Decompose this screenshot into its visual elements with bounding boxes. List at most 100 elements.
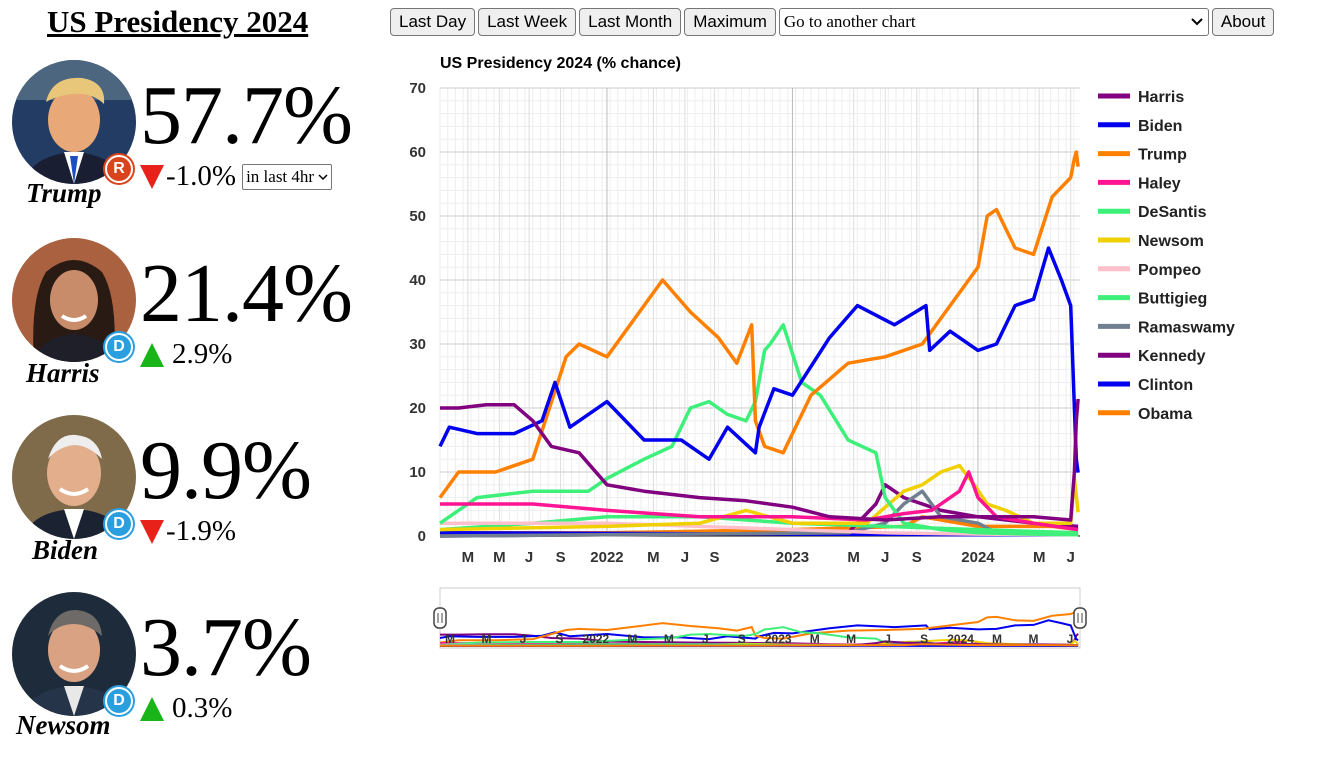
navigator-label: M: [481, 632, 491, 646]
candidate-card-newsom: D Newsom 3.7% 0.3%: [10, 592, 390, 767]
party-letter: D: [105, 510, 133, 538]
party-letter: D: [105, 333, 133, 361]
series-line-biden: [440, 248, 1078, 473]
arrow-down-icon: [140, 165, 164, 189]
period-select[interactable]: in last 4hr: [242, 164, 332, 190]
x-tick-label: J: [881, 549, 889, 566]
x-tick-label: S: [556, 549, 566, 566]
candidate-card-trump: R Trump 57.7% -1.0% in last 4hr: [10, 60, 390, 235]
legend-label-ramaswamy: Ramaswamy: [1138, 319, 1235, 336]
navigator-label: M: [810, 632, 820, 646]
candidate-name: Trump: [26, 178, 102, 209]
candidate-card-biden: D Biden 9.9% -1.9%: [10, 415, 390, 590]
x-tick-label: 2022: [590, 549, 623, 566]
chart-select[interactable]: Go to another chart: [779, 8, 1209, 36]
candidate-pct: 9.9%: [140, 429, 311, 513]
candidate-name: Newsom: [16, 710, 111, 741]
change-value: 2.9%: [172, 338, 232, 371]
period-value: in last 4hr: [246, 167, 314, 187]
navigator-label: J: [1067, 632, 1074, 646]
chevron-down-icon: [318, 173, 328, 181]
about-button[interactable]: About: [1212, 8, 1274, 36]
legend-label-pompeo: Pompeo: [1138, 262, 1201, 279]
chart-grid: [440, 88, 1080, 536]
change-value: -1.9%: [166, 515, 236, 548]
chart-title: US Presidency 2024 (% chance): [440, 55, 681, 72]
x-axis: M M J S 2022 M J S 2023 M J S 2024 M J: [440, 536, 1080, 566]
x-tick-label: J: [525, 549, 533, 566]
candidate-change: 0.3%: [140, 692, 232, 725]
y-tick-label: 30: [409, 336, 426, 353]
navigator-label: M: [627, 632, 637, 646]
x-tick-label: S: [710, 549, 720, 566]
last-week-button[interactable]: Last Week: [478, 8, 576, 36]
last-month-button[interactable]: Last Month: [579, 8, 681, 36]
change-value: -1.0%: [166, 160, 236, 193]
last-day-button[interactable]: Last Day: [390, 8, 475, 36]
chart-select-value: Go to another chart: [784, 12, 916, 32]
navigator-label: 2023: [765, 632, 792, 646]
party-badge: D: [104, 332, 134, 362]
y-tick-label: 60: [409, 144, 426, 161]
y-tick-label: 10: [409, 464, 426, 481]
party-letter: R: [105, 155, 133, 183]
y-tick-label: 0: [418, 528, 426, 545]
x-tick-label: M: [647, 549, 660, 566]
navigator-label: J: [702, 632, 709, 646]
navigator-label: 2024: [947, 632, 974, 646]
candidate-pct: 3.7%: [140, 606, 311, 690]
candidate-change: 2.9%: [140, 338, 232, 371]
x-tick-label: S: [912, 549, 922, 566]
party-badge: R: [104, 154, 134, 184]
x-tick-label: 2023: [776, 549, 809, 566]
x-tick-label: 2024: [961, 549, 995, 566]
change-value: 0.3%: [172, 692, 232, 725]
page-title: US Presidency 2024: [47, 4, 308, 40]
legend-label-harris: Harris: [1138, 89, 1184, 106]
legend-label-kennedy: Kennedy: [1138, 348, 1206, 365]
chart-legend: HarrisBidenTrumpHaleyDeSantisNewsomPompe…: [1098, 89, 1235, 423]
candidate-pct: 21.4%: [140, 252, 352, 336]
x-tick-label: M: [847, 549, 860, 566]
y-tick-label: 20: [409, 400, 426, 417]
legend-label-haley: Haley: [1138, 175, 1181, 192]
navigator-label: M: [1029, 632, 1039, 646]
x-tick-label: M: [1033, 549, 1046, 566]
navigator-handle-right[interactable]: [1074, 608, 1086, 628]
legend-label-clinton: Clinton: [1138, 377, 1193, 394]
navigator-label: S: [920, 632, 928, 646]
navigator-label: S: [555, 632, 563, 646]
x-tick-label: M: [493, 549, 506, 566]
navigator-handle-left[interactable]: [434, 608, 446, 628]
navigator-label: M: [992, 632, 1002, 646]
candidate-name: Biden: [32, 535, 98, 566]
series-line-trump: [440, 152, 1078, 498]
arrow-up-icon: [140, 697, 164, 721]
arrow-down-icon: [140, 520, 164, 544]
navigator-label: M: [846, 632, 856, 646]
x-tick-label: M: [462, 549, 475, 566]
legend-label-obama: Obama: [1138, 406, 1192, 423]
candidate-change: -1.0% in last 4hr: [140, 160, 332, 193]
presidency-chart[interactable]: US Presidency 2024 (% chance) 0102030405…: [400, 45, 1300, 665]
x-tick-label: J: [681, 549, 689, 566]
candidate-name: Harris: [26, 358, 100, 389]
navigator-label: 2022: [583, 632, 610, 646]
x-tick-label: J: [1067, 549, 1075, 566]
legend-label-trump: Trump: [1138, 147, 1187, 164]
candidate-card-harris: D Harris 21.4% 2.9%: [10, 238, 390, 413]
party-badge: D: [104, 509, 134, 539]
navigator-label: J: [884, 632, 891, 646]
navigator-label: M: [664, 632, 674, 646]
toolbar: Last Day Last Week Last Month Maximum Go…: [390, 8, 1274, 36]
arrow-up-icon: [140, 343, 164, 367]
navigator-label: S: [738, 632, 746, 646]
legend-label-desantis: DeSantis: [1138, 204, 1207, 221]
maximum-button[interactable]: Maximum: [684, 8, 776, 36]
candidate-pct: 57.7%: [140, 74, 352, 158]
navigator-label: M: [445, 632, 455, 646]
y-tick-label: 70: [409, 80, 426, 97]
y-tick-label: 40: [409, 272, 426, 289]
